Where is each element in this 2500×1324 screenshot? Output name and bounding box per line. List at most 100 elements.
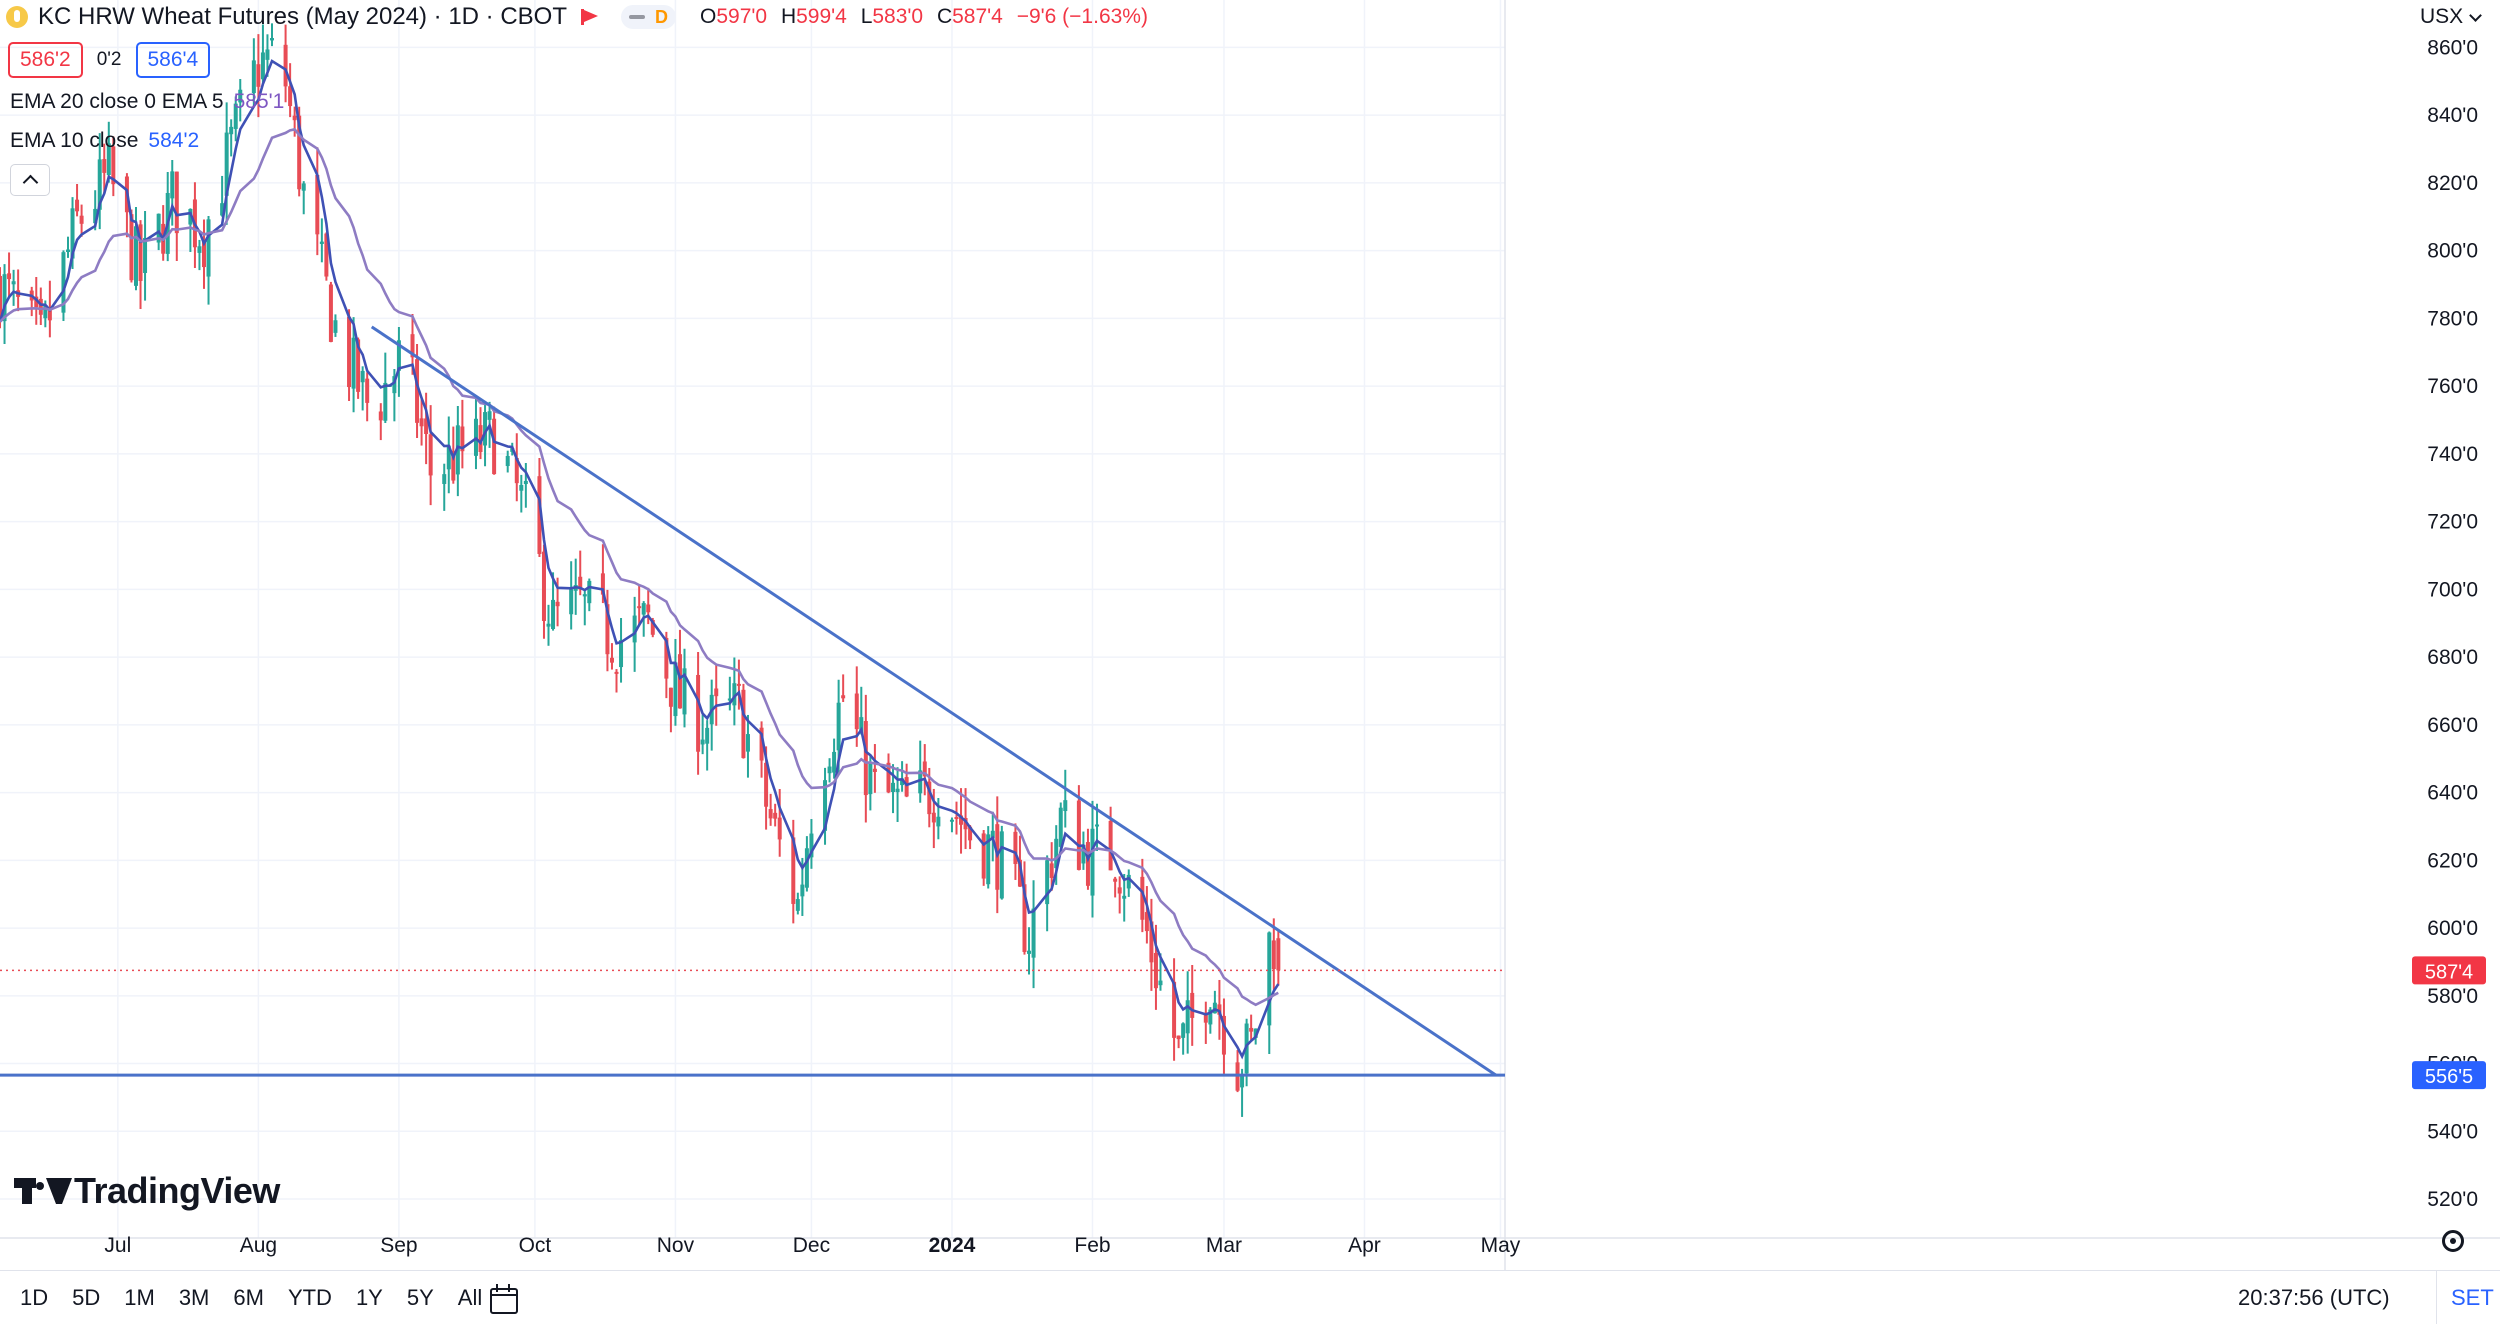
collapse-legend-button[interactable] — [10, 164, 50, 196]
range-button-1d[interactable]: 1D — [20, 1284, 49, 1310]
candle-body — [777, 817, 782, 840]
candle — [922, 744, 927, 796]
sell-button[interactable]: 586'2 — [8, 42, 83, 78]
candle — [1267, 931, 1272, 1055]
chart-grid — [0, 0, 1505, 1238]
candle — [904, 763, 909, 798]
market-closed-icon — [629, 15, 646, 19]
buy-button[interactable]: 586'4 — [135, 42, 211, 78]
candle — [351, 317, 356, 413]
candle-body — [841, 695, 846, 699]
candle-body — [836, 702, 841, 751]
indicator-legend-ema10[interactable]: EMA 10 close 584'2 — [10, 129, 199, 153]
utc-clock[interactable]: 20:37:56 (UTC) — [2238, 1284, 2390, 1310]
range-button-5y[interactable]: 5Y — [406, 1284, 434, 1310]
candle-body — [677, 654, 682, 709]
candle — [954, 801, 959, 835]
candle-body — [483, 412, 488, 446]
candle — [260, 24, 265, 86]
settings-gear-icon[interactable] — [2442, 1230, 2464, 1252]
y-tick-label: 540'0 — [2427, 1120, 2478, 1143]
currency-selector[interactable]: USX — [2412, 0, 2488, 34]
range-button-5d[interactable]: 5D — [72, 1284, 101, 1310]
candle-body — [990, 830, 995, 839]
candle — [895, 767, 900, 822]
candle — [428, 405, 433, 506]
symbol-title[interactable]: KC HRW Wheat Futures (May 2024) · 1D · C… — [38, 3, 568, 30]
candle-body — [1022, 884, 1027, 952]
candle — [1185, 971, 1190, 1054]
candle-body — [1176, 1035, 1181, 1040]
candle — [551, 572, 556, 631]
x-tick-label: Feb — [1074, 1234, 1110, 1257]
candle-body — [800, 884, 805, 897]
candle-body — [478, 425, 483, 453]
candle-body — [292, 115, 297, 121]
candle — [1117, 876, 1122, 914]
candle — [1031, 880, 1036, 989]
candle-body — [138, 224, 143, 281]
candle-body — [1090, 828, 1095, 896]
indicator-legend-ema20[interactable]: EMA 20 close 0 EMA 5 585'1 — [10, 90, 284, 114]
range-button-1y[interactable]: 1Y — [355, 1284, 383, 1310]
support-price-label-bg — [2412, 1061, 2486, 1090]
candle-body — [696, 674, 701, 752]
candle — [170, 159, 175, 226]
candle — [773, 803, 778, 827]
candle-body — [297, 115, 302, 190]
indicator-value: 584'2 — [148, 129, 200, 152]
candle-body — [410, 334, 415, 358]
low-value: 583'0 — [872, 5, 924, 28]
axes — [0, 0, 2500, 1270]
goto-date-calendar-icon[interactable] — [490, 1284, 518, 1314]
candle-body — [741, 689, 746, 758]
candle-body — [1271, 940, 1276, 970]
candle — [269, 23, 274, 47]
y-tick-label: 580'0 — [2427, 985, 2478, 1008]
candle-body — [918, 770, 923, 794]
candle-body — [174, 171, 179, 234]
candle — [863, 694, 868, 823]
date-range-buttons: 1D 5D 1M 3M 6M YTD 1Y 5Y All — [8, 1271, 494, 1324]
candle — [324, 232, 329, 281]
candle-body — [732, 683, 737, 706]
candle-body — [823, 780, 828, 831]
candle-body — [1095, 824, 1100, 827]
range-button-all[interactable]: All — [457, 1284, 483, 1310]
flag-icon[interactable] — [581, 9, 601, 25]
candle — [478, 407, 483, 460]
candle — [1190, 965, 1195, 1046]
candle — [29, 286, 34, 317]
session-button[interactable]: SET — [2436, 1271, 2494, 1324]
candle — [446, 416, 451, 494]
candle-body — [668, 687, 673, 707]
ema-slow-line — [0, 127, 1279, 1007]
candle-body — [1185, 1000, 1190, 1034]
candle-body — [832, 751, 837, 773]
last-price-label-bg — [2412, 956, 2486, 985]
candle-body — [7, 273, 12, 280]
candle — [859, 686, 864, 735]
range-button-6m[interactable]: 6M — [233, 1284, 264, 1310]
range-button-ytd[interactable]: YTD — [287, 1284, 332, 1310]
candle — [1240, 1068, 1245, 1117]
candle-body — [949, 819, 954, 822]
candle-body — [1126, 874, 1131, 889]
candle — [886, 753, 891, 794]
y-tick-label: 740'0 — [2427, 443, 2478, 466]
range-button-1m[interactable]: 1M — [124, 1284, 155, 1310]
candle-body — [546, 623, 551, 627]
candle — [365, 372, 370, 422]
candle-body — [646, 604, 651, 613]
candle — [392, 368, 397, 422]
range-button-3m[interactable]: 3M — [178, 1284, 210, 1310]
candle — [315, 147, 320, 256]
symbol-header[interactable]: KC HRW Wheat Futures (May 2024) · 1D · C… — [6, 0, 1156, 34]
candle-body — [102, 159, 107, 173]
candle — [111, 136, 116, 197]
data-status-badge[interactable]: D — [621, 5, 677, 29]
candle — [546, 604, 551, 646]
candle — [138, 220, 143, 310]
candle — [7, 252, 12, 299]
